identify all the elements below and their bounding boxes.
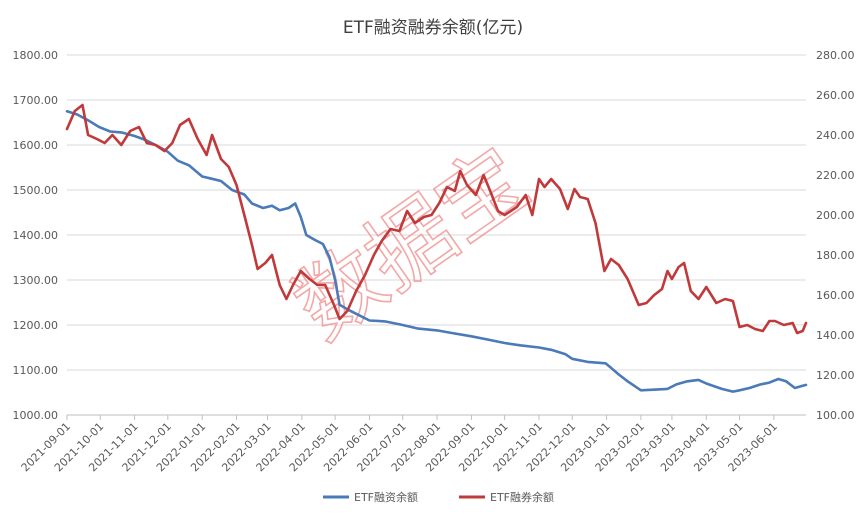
legend: ETF融资余额 ETF融券余额 xyxy=(323,490,554,504)
right-y-axis: 100.00 120.00 140.00 160.00 180.00 200.00 220.… xyxy=(816,49,855,422)
right-y-tick-label: 280.00 xyxy=(816,49,855,62)
series-line-margin xyxy=(65,110,808,393)
series-line-short xyxy=(65,103,808,335)
right-y-tick-label: 160.00 xyxy=(816,289,855,302)
legend-label: ETF融券余额 xyxy=(490,490,554,504)
right-y-tick-label: 180.00 xyxy=(816,249,855,262)
right-y-tick-label: 140.00 xyxy=(816,329,855,342)
left-y-tick-label: 1200.00 xyxy=(13,319,59,332)
right-y-tick-label: 100.00 xyxy=(816,409,855,422)
gridlines xyxy=(67,54,806,416)
right-y-tick-label: 120.00 xyxy=(816,369,855,382)
left-y-tick-label: 1400.00 xyxy=(13,229,59,242)
left-y-tick-label: 1800.00 xyxy=(13,49,59,62)
right-y-tick-label: 260.00 xyxy=(816,89,855,102)
left-y-tick-label: 1300.00 xyxy=(13,274,59,287)
right-y-tick-label: 240.00 xyxy=(816,129,855,142)
left-y-tick-label: 1600.00 xyxy=(13,139,59,152)
left-y-axis: 1000.00 1100.00 1200.00 1300.00 1400.00 1500.… xyxy=(13,49,59,422)
right-y-tick-label: 220.00 xyxy=(816,169,855,182)
right-y-tick-label: 200.00 xyxy=(816,209,855,222)
chart-title: ETF融资融券余额(亿元) xyxy=(343,18,523,38)
legend-label: ETF融资余额 xyxy=(354,490,418,504)
left-y-tick-label: 1700.00 xyxy=(13,94,59,107)
left-y-tick-label: 1000.00 xyxy=(13,409,59,422)
left-y-tick-label: 1500.00 xyxy=(13,184,59,197)
left-y-tick-label: 1100.00 xyxy=(13,364,59,377)
x-axis: 2021-09-012021-10-012021-11-012021-12-01… xyxy=(19,415,780,474)
series-lines xyxy=(65,103,808,393)
